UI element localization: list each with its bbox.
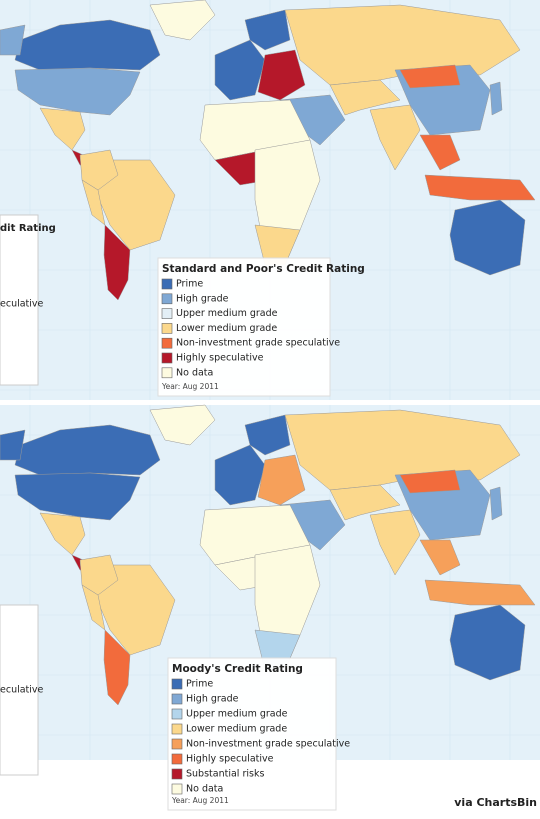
legend-label: Highly speculative <box>176 353 264 364</box>
country <box>14 424 161 476</box>
country <box>79 554 119 596</box>
legend-swatch <box>171 753 183 765</box>
legend-swatch <box>171 678 183 690</box>
country <box>244 9 291 51</box>
country <box>14 67 141 116</box>
country <box>0 24 26 56</box>
legend-note: Year: Aug 2011 <box>171 796 229 805</box>
country <box>149 0 216 41</box>
legend-swatch <box>171 693 183 705</box>
country <box>14 19 161 71</box>
legend-label: Non-investment grade speculative <box>176 338 340 349</box>
legend-swatch <box>171 768 183 780</box>
legend-swatch <box>161 293 173 305</box>
country <box>149 404 216 446</box>
country <box>424 174 536 201</box>
legend-label: Lower medium grade <box>176 323 277 334</box>
country <box>103 224 131 301</box>
country <box>39 107 86 151</box>
legend-note: Year: Aug 2011 <box>161 382 219 391</box>
legend-title: Standard and Poor's Credit Rating <box>162 263 365 275</box>
country <box>399 469 461 494</box>
side-legend-text: eculative <box>0 685 44 696</box>
country <box>103 629 131 706</box>
legend-label: Lower medium grade <box>186 724 287 735</box>
legend-swatch <box>161 352 173 364</box>
legend-label: No data <box>186 784 223 795</box>
country <box>419 539 461 576</box>
legend-swatch <box>161 278 173 290</box>
country <box>14 472 141 521</box>
legend-swatch <box>171 738 183 750</box>
legend-swatch <box>161 367 173 379</box>
side-legend <box>0 214 39 386</box>
legend-title: Moody's Credit Rating <box>172 663 303 675</box>
legend-label: Prime <box>186 679 213 690</box>
side-legend-text: eculative <box>0 299 44 310</box>
country <box>369 509 421 576</box>
country <box>449 604 526 681</box>
country <box>257 454 306 506</box>
legend-swatch <box>161 323 173 334</box>
country <box>399 64 461 89</box>
legend-swatch <box>171 708 183 720</box>
legend-label: Upper medium grade <box>186 709 288 720</box>
country <box>489 81 503 116</box>
country <box>419 134 461 171</box>
world-map <box>0 404 540 760</box>
legend-label: No data <box>176 367 213 378</box>
country <box>79 149 119 191</box>
legend-label: Non-investment grade speculative <box>186 739 350 750</box>
legend-label: High grade <box>176 293 229 304</box>
country <box>329 484 401 521</box>
legend-box <box>157 257 331 397</box>
legend-label: Upper medium grade <box>176 308 278 319</box>
country <box>424 579 536 606</box>
legend-swatch <box>171 783 183 795</box>
country <box>329 79 401 116</box>
side-legend-text: dit Rating <box>0 223 56 234</box>
legend-label: Substantial risks <box>186 769 264 780</box>
legend-label: Prime <box>176 279 203 290</box>
country <box>39 512 86 556</box>
side-legend <box>0 604 39 776</box>
credit: via ChartsBin <box>454 796 537 809</box>
country <box>257 49 306 101</box>
legend-swatch <box>161 308 173 319</box>
country <box>0 429 26 461</box>
country <box>369 104 421 171</box>
legend-swatch <box>161 337 173 349</box>
country <box>449 199 526 276</box>
legend-label: High grade <box>186 694 239 705</box>
country <box>244 414 291 456</box>
legend-box <box>167 657 337 811</box>
legend-swatch <box>171 723 183 735</box>
legend-label: Highly speculative <box>186 754 274 765</box>
country <box>489 486 503 521</box>
